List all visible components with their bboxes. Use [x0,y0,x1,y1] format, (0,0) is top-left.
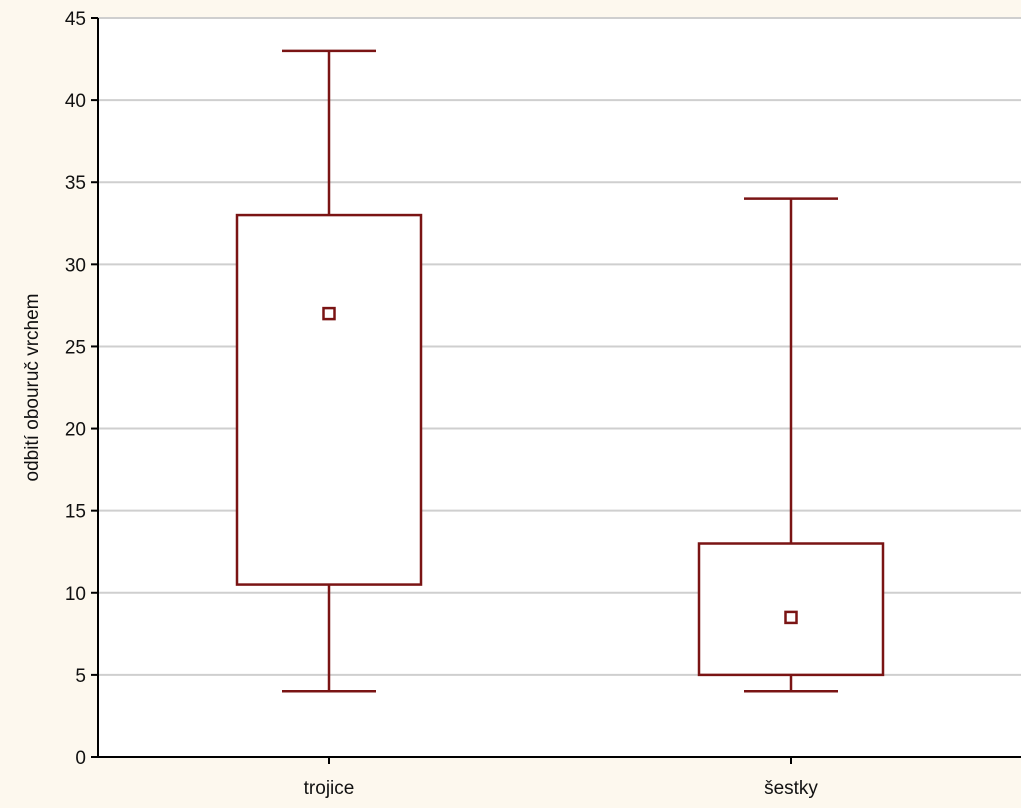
y-tick-label-30: 30 [65,255,86,276]
y-tick-label-5: 5 [75,666,86,687]
y-tick-label-45: 45 [65,9,86,30]
y-tick-label-0: 0 [75,748,86,769]
box-series [235,49,885,693]
box-group-2 [697,197,885,693]
center-marker [322,306,336,321]
y-tick-label-25: 25 [65,337,86,358]
box-rect [697,542,885,677]
y-tick-label-35: 35 [65,173,86,194]
box-group-1 [235,49,423,693]
box-rect [235,213,423,586]
y-tick-label-15: 15 [65,502,86,523]
y-axis-ticks: 0 5 10 15 20 25 30 35 40 45 [65,9,98,769]
y-tick-label-20: 20 [65,420,86,441]
y-tick-label-10: 10 [65,584,86,605]
y-tick-label-40: 40 [65,91,86,112]
center-marker [784,610,798,625]
x-tick-label-1: trojice [304,778,355,799]
x-axis-ticks: trojice šestky [304,757,818,799]
x-tick-label-2: šestky [764,778,818,799]
y-axis-title: odbití obouruč vrchem [22,294,43,482]
